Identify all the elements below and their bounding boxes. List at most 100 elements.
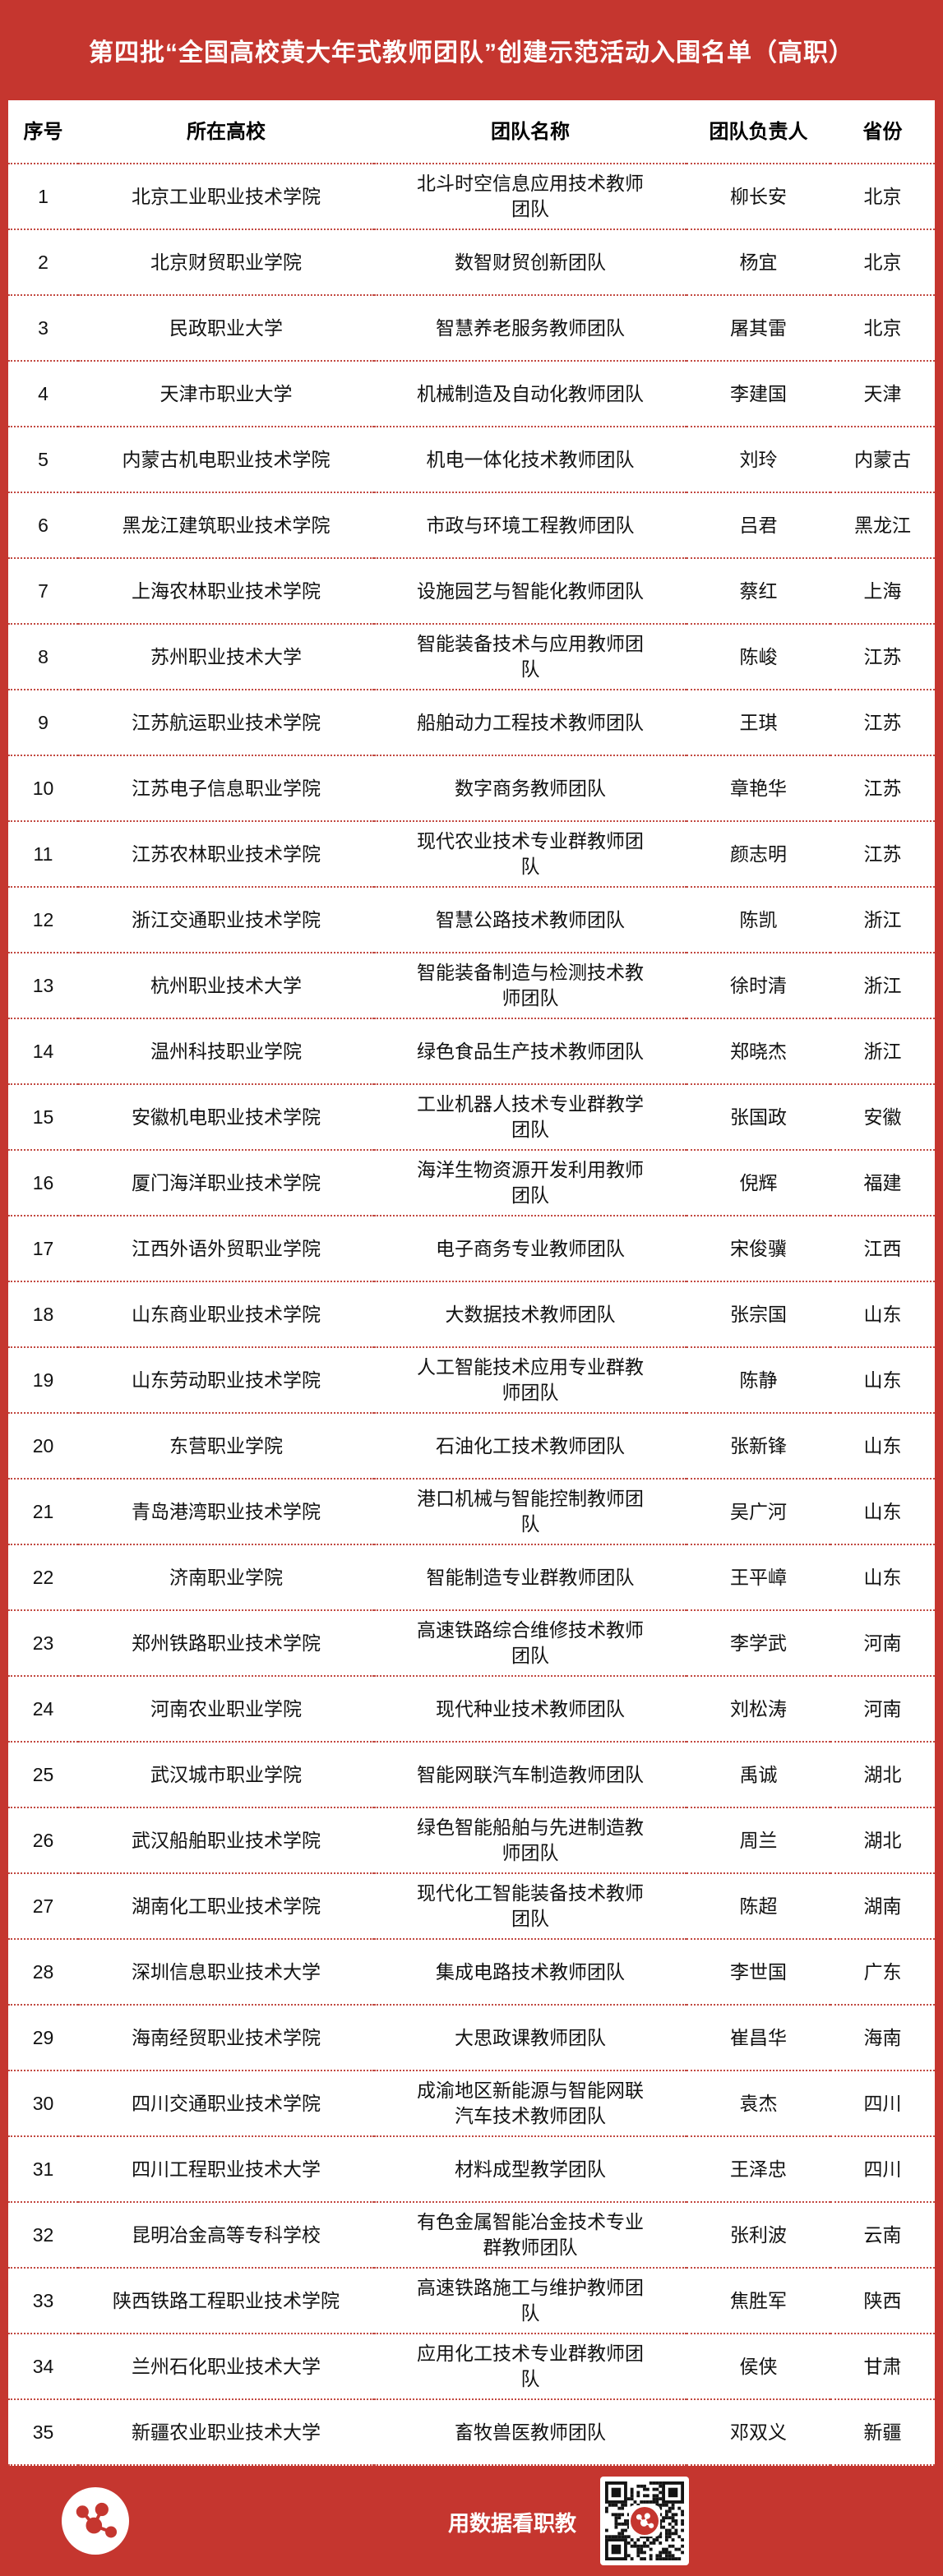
cell-leader: 章艳华	[686, 755, 830, 822]
cell-team: 畜牧兽医教师团队	[374, 2399, 686, 2466]
cell-school: 浙江交通职业技术学院	[78, 887, 374, 953]
cell-leader: 蔡红	[686, 558, 830, 625]
cell-leader: 邓双义	[686, 2399, 830, 2466]
cell-province: 广东	[830, 1939, 935, 2006]
roster-table: 序号 所在高校 团队名称 团队负责人 省份 1 北京工业职业技术学院 北斗时空信息应…	[8, 100, 935, 2466]
cell-leader: 杨宜	[686, 229, 830, 296]
table-row: 3 民政职业大学 智慧养老服务教师团队 屠其雷 北京	[8, 295, 935, 362]
cell-team: 大思政课教师团队	[374, 2005, 686, 2071]
cell-no: 22	[8, 1544, 78, 1611]
header-school: 所在高校	[78, 100, 374, 164]
cell-school: 武汉船舶职业技术学院	[78, 1807, 374, 1874]
cell-province: 山东	[830, 1544, 935, 1611]
cell-leader: 张新锋	[686, 1413, 830, 1480]
cell-leader: 焦胜军	[686, 2268, 830, 2334]
cell-school: 山东商业职业技术学院	[78, 1281, 374, 1348]
cell-no: 10	[8, 755, 78, 822]
cell-province: 福建	[830, 1150, 935, 1216]
cell-school: 东营职业学院	[78, 1413, 374, 1480]
cell-team: 绿色食品生产技术教师团队	[374, 1018, 686, 1085]
cell-leader: 李学武	[686, 1610, 830, 1677]
cell-province: 山东	[830, 1347, 935, 1414]
cell-province: 四川	[830, 2136, 935, 2203]
table-row: 11 江苏农林职业技术学院 现代农业技术专业群教师团队 颜志明 江苏	[8, 821, 935, 888]
cell-school: 四川工程职业技术大学	[78, 2136, 374, 2203]
cell-team: 高速铁路施工与维护教师团队	[374, 2268, 686, 2334]
cell-no: 32	[8, 2202, 78, 2269]
table-row: 28 深圳信息职业技术大学 集成电路技术教师团队 李世国 广东	[8, 1939, 935, 2006]
table-row: 7 上海农林职业技术学院 设施园艺与智能化教师团队 蔡红 上海	[8, 558, 935, 625]
cell-school: 上海农林职业技术学院	[78, 558, 374, 625]
cell-leader: 张国政	[686, 1084, 830, 1151]
cell-school: 昆明冶金高等专科学校	[78, 2202, 374, 2269]
cell-no: 25	[8, 1742, 78, 1808]
cell-team: 智慧养老服务教师团队	[374, 295, 686, 362]
cell-school: 海南经贸职业技术学院	[78, 2005, 374, 2071]
cell-province: 河南	[830, 1676, 935, 1743]
table-row: 23 郑州铁路职业技术学院 高速铁路综合维修技术教师团队 李学武 河南	[8, 1610, 935, 1677]
cell-team: 设施园艺与智能化教师团队	[374, 558, 686, 625]
cell-team: 海洋生物资源开发利用教师团队	[374, 1150, 686, 1216]
cell-province: 浙江	[830, 1018, 935, 1085]
cell-leader: 张利波	[686, 2202, 830, 2269]
molecule-network-icon	[76, 2502, 118, 2538]
table-row: 2 北京财贸职业学院 数智财贸创新团队 杨宜 北京	[8, 229, 935, 296]
cell-team: 人工智能技术应用专业群教师团队	[374, 1347, 686, 1414]
cell-leader: 张宗国	[686, 1281, 830, 1348]
table-row: 19 山东劳动职业技术学院 人工智能技术应用专业群教师团队 陈静 山东	[8, 1347, 935, 1414]
header-province: 省份	[830, 100, 935, 164]
cell-school: 陕西铁路工程职业技术学院	[78, 2268, 374, 2334]
table-row: 22 济南职业学院 智能制造专业群教师团队 王平嶂 山东	[8, 1544, 935, 1611]
footer-slogan: 用数据看职教	[448, 2511, 577, 2536]
cell-school: 厦门海洋职业技术学院	[78, 1150, 374, 1216]
cell-province: 湖北	[830, 1807, 935, 1874]
cell-no: 12	[8, 887, 78, 953]
cell-school: 山东劳动职业技术学院	[78, 1347, 374, 1414]
cell-no: 5	[8, 427, 78, 493]
cell-leader: 吕君	[686, 492, 830, 559]
cell-no: 34	[8, 2334, 78, 2400]
cell-province: 江苏	[830, 821, 935, 888]
cell-team: 市政与环境工程教师团队	[374, 492, 686, 559]
cell-school: 青岛港湾职业技术学院	[78, 1479, 374, 1545]
cell-leader: 袁杰	[686, 2070, 830, 2137]
cell-no: 11	[8, 821, 78, 888]
cell-province: 甘肃	[830, 2334, 935, 2400]
cell-school: 苏州职业技术大学	[78, 624, 374, 690]
cell-no: 31	[8, 2136, 78, 2203]
cell-team: 电子商务专业教师团队	[374, 1216, 686, 1282]
cell-province: 浙江	[830, 953, 935, 1019]
cell-team: 智能装备制造与检测技术教师团队	[374, 953, 686, 1019]
cell-province: 天津	[830, 361, 935, 427]
table-row: 5 内蒙古机电职业技术学院 机电一体化技术教师团队 刘玲 内蒙古	[8, 427, 935, 493]
cell-leader: 陈凯	[686, 887, 830, 953]
cell-school: 济南职业学院	[78, 1544, 374, 1611]
table-row: 6 黑龙江建筑职业技术学院 市政与环境工程教师团队 吕君 黑龙江	[8, 492, 935, 559]
cell-leader: 陈超	[686, 1873, 830, 1940]
table-row: 32 昆明冶金高等专科学校 有色金属智能冶金技术专业群教师团队 张利波 云南	[8, 2202, 935, 2269]
cell-no: 23	[8, 1610, 78, 1677]
roster-table-body: 1 北京工业职业技术学院 北斗时空信息应用技术教师团队 柳长安 北京 2 北京财贸职业学院数…	[8, 164, 935, 2466]
cell-no: 9	[8, 690, 78, 756]
qr-code	[600, 2477, 689, 2565]
cell-team: 成渝地区新能源与智能网联汽车技术教师团队	[374, 2070, 686, 2137]
cell-leader: 倪辉	[686, 1150, 830, 1216]
table-row: 24 河南农业职业学院 现代种业技术教师团队 刘松涛 河南	[8, 1676, 935, 1743]
cell-province: 湖北	[830, 1742, 935, 1808]
table-row: 10 江苏电子信息职业学院 数字商务教师团队 章艳华 江苏	[8, 755, 935, 822]
cell-school: 北京工业职业技术学院	[78, 164, 374, 230]
cell-team: 大数据技术教师团队	[374, 1281, 686, 1348]
cell-province: 山东	[830, 1281, 935, 1348]
cell-no: 29	[8, 2005, 78, 2071]
table-row: 8 苏州职业技术大学 智能装备技术与应用教师团队 陈峻 江苏	[8, 624, 935, 690]
cell-province: 湖南	[830, 1873, 935, 1940]
cell-school: 江苏农林职业技术学院	[78, 821, 374, 888]
table-row: 27 湖南化工职业技术学院 现代化工智能装备技术教师团队 陈超 湖南	[8, 1873, 935, 1940]
cell-leader: 王平嶂	[686, 1544, 830, 1611]
cell-province: 安徽	[830, 1084, 935, 1151]
cell-team: 集成电路技术教师团队	[374, 1939, 686, 2006]
cell-leader: 刘玲	[686, 427, 830, 493]
cell-team: 智慧公路技术教师团队	[374, 887, 686, 953]
cell-province: 新疆	[830, 2399, 935, 2466]
cell-team: 高速铁路综合维修技术教师团队	[374, 1610, 686, 1677]
